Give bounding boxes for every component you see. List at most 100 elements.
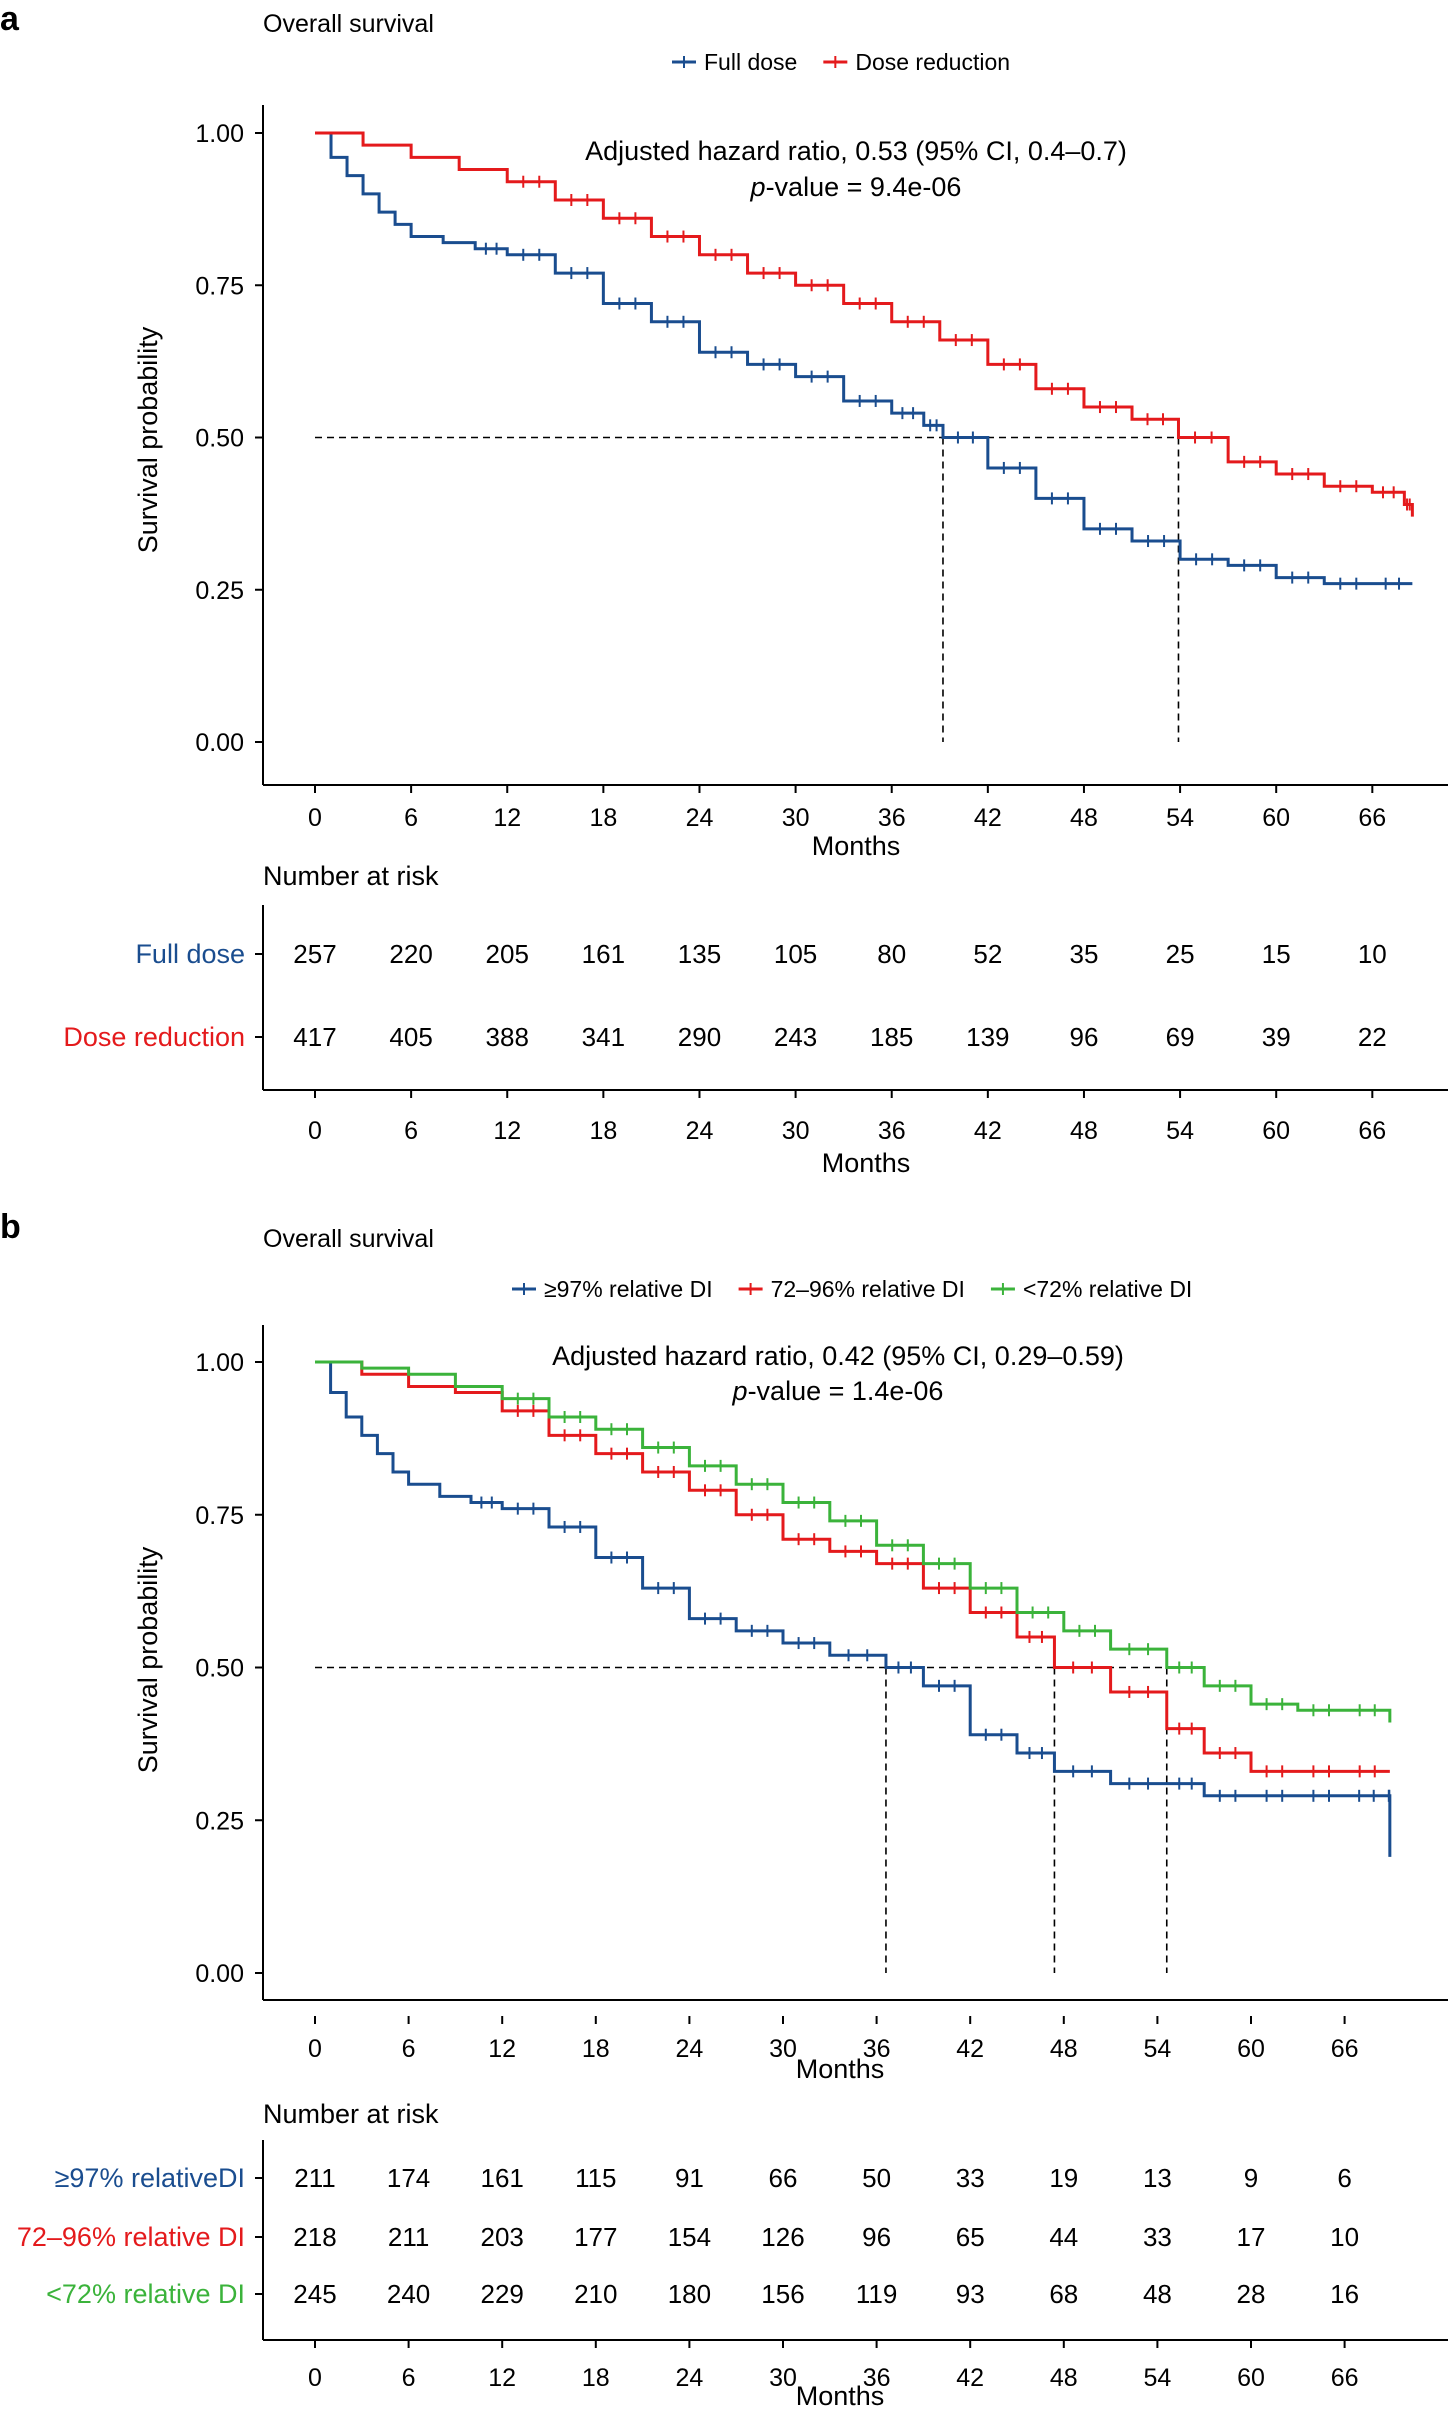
risk-count: 80 (877, 939, 906, 969)
x-tick-label: 24 (675, 2035, 703, 2063)
risk-x-tick-label: 66 (1331, 2364, 1359, 2392)
risk-count: 10 (1358, 939, 1387, 969)
risk-count: 48 (1143, 2279, 1172, 2309)
risk-count: 39 (1262, 1022, 1291, 1052)
risk-count: 180 (668, 2279, 711, 2309)
risk-count: 211 (294, 2163, 335, 2193)
risk-count: 68 (1049, 2279, 1078, 2309)
risk-count: 15 (1262, 939, 1291, 969)
panel-b-p-value: p-value = 1.4e-06 (732, 1376, 944, 1406)
legend-item-dose-reduction: Dose reduction (823, 49, 1010, 75)
x-tick-label: 6 (404, 804, 418, 832)
risk-x-tick-label: 48 (1050, 2364, 1078, 2392)
risk-x-tick-label: 66 (1358, 1117, 1386, 1145)
panel-letter-a: a (0, 0, 20, 38)
risk-x-tick-label: 54 (1143, 2364, 1171, 2392)
panel-b-x-label: Months (796, 2054, 885, 2084)
risk-count: 210 (574, 2279, 617, 2309)
x-tick-label: 0 (308, 804, 322, 832)
risk-count: 156 (761, 2279, 804, 2309)
risk-count: 405 (389, 1022, 432, 1052)
x-tick-label: 6 (402, 2035, 416, 2063)
x-tick-label: 0 (308, 2035, 322, 2063)
censor-marks-full-dose (484, 242, 1401, 590)
risk-count: 119 (856, 2279, 897, 2309)
risk-count: 96 (1069, 1022, 1098, 1052)
y-tick-label: 1.00 (195, 120, 244, 148)
panel-b-risk-title: Number at risk (263, 2099, 439, 2129)
risk-x-tick-label: 18 (582, 2364, 610, 2392)
risk-count: 341 (582, 1022, 625, 1052)
risk-x-tick-label: 54 (1166, 1117, 1194, 1145)
risk-count: 96 (862, 2222, 891, 2252)
risk-x-tick-label: 18 (589, 1117, 617, 1145)
panel-a-risk-title: Number at risk (263, 861, 439, 891)
risk-count: 69 (1166, 1022, 1195, 1052)
censor-marks-97-relative-di (480, 1496, 1391, 1802)
panel-a-ticks: 0 6 12 18 24 30 36 42 48 54 60 66 0.00 0.25 0.50 0.75 1.… (195, 120, 1386, 832)
panel-a-risk-x-label: Months (822, 1148, 911, 1178)
x-tick-label: 54 (1166, 804, 1194, 832)
panel-a-risk-table: Full dose 257 220 205 161 135 105 80 52 35 25 15 10D… (63, 939, 1386, 1145)
y-tick-label: 0.75 (195, 272, 244, 300)
y-tick-label: 0.00 (195, 729, 244, 757)
risk-count: 290 (678, 1022, 721, 1052)
panel-a-curves (315, 131, 1414, 590)
risk-count: 161 (481, 2163, 524, 2193)
panel-b-ticks: 0 6 12 18 24 30 36 42 48 54 60 66 0.00 0.25 0.50 0.75 1.… (195, 1349, 1358, 2063)
survival-curve-dose-reduction (315, 131, 1414, 517)
risk-count: 245 (293, 2279, 336, 2309)
panel-a: a Overall survival Full dose Dose reducti… (0, 0, 1448, 1178)
legend-item-full-dose: Full dose (672, 49, 797, 75)
risk-x-tick-label: 48 (1070, 1117, 1098, 1145)
y-tick-label: 0.00 (195, 1960, 244, 1988)
panel-a-x-label: Months (812, 831, 901, 861)
risk-x-tick-label: 42 (974, 1117, 1002, 1145)
risk-count: 10 (1330, 2222, 1359, 2252)
risk-row-label-dose-reduction: Dose reduction (63, 1022, 245, 1052)
x-tick-label: 12 (493, 804, 521, 832)
legend-item-97-relative-di: ≥97% relative DI (512, 1276, 713, 1302)
risk-count: 174 (387, 2163, 430, 2193)
risk-count: 13 (1143, 2163, 1172, 2193)
y-tick-label: 0.25 (195, 577, 244, 605)
risk-count: 19 (1049, 2163, 1078, 2193)
risk-count: 243 (774, 1022, 817, 1052)
x-tick-label: 30 (769, 2035, 797, 2063)
risk-row-label-97-relativedi: ≥97% relativeDI (55, 2163, 245, 2193)
risk-x-tick-label: 36 (863, 2364, 891, 2392)
risk-count: 417 (293, 1022, 336, 1052)
x-tick-label: 36 (878, 804, 906, 832)
x-tick-label: 42 (974, 804, 1002, 832)
risk-x-tick-label: 36 (878, 1117, 906, 1145)
censor-marks-72-96-relative-di (516, 1404, 1376, 1778)
risk-count: 52 (973, 939, 1002, 969)
panel-a-p-value: p-value = 9.4e-06 (750, 172, 962, 202)
risk-count: 50 (862, 2163, 891, 2193)
panel-a-median-lines (315, 436, 1180, 742)
legend-label: ≥97% relative DI (544, 1276, 713, 1302)
panel-a-title: Overall survival (263, 10, 434, 38)
risk-count: 28 (1237, 2279, 1266, 2309)
x-tick-label: 36 (863, 2035, 891, 2063)
risk-count: 388 (486, 1022, 529, 1052)
x-tick-label: 66 (1331, 2035, 1359, 2063)
risk-count: 135 (678, 939, 721, 969)
x-tick-label: 24 (686, 804, 714, 832)
survival-curve-72-relative-di (315, 1360, 1392, 1723)
risk-count: 229 (481, 2279, 524, 2309)
x-tick-label: 60 (1262, 804, 1290, 832)
panel-b-hazard-ratio: Adjusted hazard ratio, 0.42 (95% CI, 0.2… (552, 1341, 1124, 1371)
legend-item-72-relative-di: <72% relative DI (990, 1276, 1192, 1302)
panel-b-title: Overall survival (263, 1225, 434, 1253)
y-tick-label: 1.00 (195, 1349, 244, 1377)
censor-marks-72-relative-di (516, 1392, 1376, 1717)
x-tick-label: 42 (956, 2035, 984, 2063)
x-tick-label: 66 (1358, 804, 1386, 832)
risk-count: 17 (1237, 2222, 1266, 2252)
risk-x-tick-label: 12 (493, 1117, 521, 1145)
risk-count: 115 (575, 2163, 616, 2193)
risk-x-tick-label: 30 (769, 2364, 797, 2392)
risk-row-label-72-relative-di: <72% relative DI (46, 2279, 245, 2309)
risk-count: 154 (668, 2222, 711, 2252)
